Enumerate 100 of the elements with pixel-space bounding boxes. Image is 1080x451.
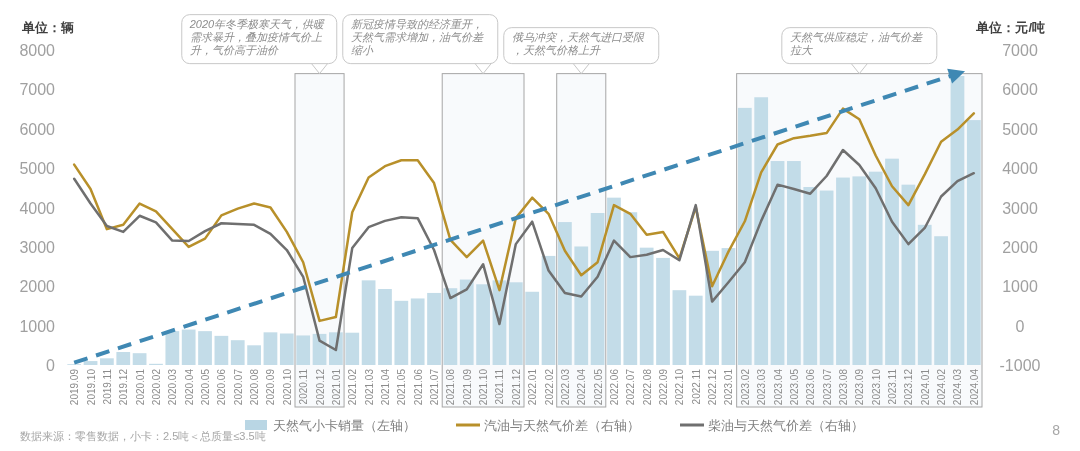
bar xyxy=(688,295,703,365)
y-tick-label: 4000 xyxy=(19,199,56,217)
x-tick-label: 2019.12 xyxy=(118,368,130,406)
x-tick-label: 2022.04 xyxy=(576,368,588,406)
x-tick-label: 2020.08 xyxy=(249,368,261,406)
x-tick-label: 2021.06 xyxy=(412,368,424,406)
bar xyxy=(803,187,818,365)
x-tick-label: 2022.08 xyxy=(641,368,653,406)
y2-tick-label: 1000 xyxy=(1002,278,1038,296)
text: 8 xyxy=(1052,422,1061,438)
x-tick-label: 2023.05 xyxy=(788,368,800,406)
bar xyxy=(83,361,98,365)
bar xyxy=(541,255,556,365)
bar xyxy=(885,158,899,365)
bar xyxy=(378,289,392,365)
x-tick-label: 2022.03 xyxy=(559,368,571,406)
x-tick-label: 2021.03 xyxy=(363,368,375,406)
bar xyxy=(279,333,294,365)
bar xyxy=(623,212,638,365)
x-tick-label: 2021.11 xyxy=(494,368,506,405)
bar xyxy=(787,161,801,365)
bar xyxy=(116,352,131,365)
band-label: 2020年冬季极寒天气，供暖需求暴升，叠加疫情气价上升，气价高于油价 xyxy=(188,17,326,56)
x-tick-label: 2022.12 xyxy=(707,368,719,406)
y2-tick-label: 3000 xyxy=(1002,199,1038,217)
bar xyxy=(607,197,621,365)
bar xyxy=(639,247,654,365)
x-tick-label: 2023.09 xyxy=(854,368,866,406)
x-tick-label: 2020.09 xyxy=(265,368,277,406)
x-tick-label: 2022.02 xyxy=(543,368,555,406)
y2-tick-label: -1000 xyxy=(999,357,1041,374)
x-tick-label: 2023.03 xyxy=(756,368,768,406)
x-tick-label: 2022.09 xyxy=(658,368,670,406)
bar xyxy=(443,288,458,365)
x-tick-label: 2023.06 xyxy=(805,368,817,406)
bar xyxy=(574,246,589,365)
bar xyxy=(737,107,752,365)
bar xyxy=(296,335,311,365)
bar xyxy=(754,97,769,365)
bar xyxy=(427,292,441,365)
bar xyxy=(198,331,212,365)
bar xyxy=(361,280,376,365)
x-tick-label: 2020.11 xyxy=(298,368,310,405)
y2-tick-label: 7000 xyxy=(1002,42,1038,59)
legend-label: 汽油与天然气价差（右轴） xyxy=(484,418,640,433)
x-tick-label: 2022.06 xyxy=(608,368,620,406)
x-tick-label: 2024.04 xyxy=(968,368,980,406)
bar xyxy=(247,345,261,365)
y-tick-label: 8000 xyxy=(19,42,56,59)
x-tick-label: 2022.07 xyxy=(625,368,637,406)
y2-axis-title: 单位：元/吨 xyxy=(975,20,1045,35)
band-label: 俄乌冲突，天然气进口受限，天然气价格上升 xyxy=(511,30,645,56)
legend-label: 天然气小卡销量（左轴） xyxy=(273,418,416,433)
bar xyxy=(165,331,180,365)
bar xyxy=(459,279,474,365)
bar xyxy=(819,190,834,365)
bar xyxy=(868,171,883,365)
y-tick-label: 6000 xyxy=(19,120,56,138)
x-tick-label: 2020.12 xyxy=(314,368,326,406)
y2-tick-label: 5000 xyxy=(1002,120,1038,138)
x-tick-label: 2020.01 xyxy=(134,368,146,406)
bar xyxy=(852,176,867,365)
bar xyxy=(950,75,965,365)
x-tick-label: 2021.05 xyxy=(396,368,408,406)
bar xyxy=(263,332,278,365)
x-tick-label: 2021.10 xyxy=(478,368,490,406)
bar xyxy=(966,120,981,365)
bar xyxy=(214,335,229,365)
bar xyxy=(934,236,948,365)
bar xyxy=(770,161,785,365)
x-tick-label: 2021.02 xyxy=(347,368,359,406)
y-tick-label: 0 xyxy=(46,357,56,374)
bar xyxy=(558,222,572,365)
bar xyxy=(525,291,540,365)
x-tick-label: 2022.11 xyxy=(690,368,702,405)
x-tick-label: 2023.01 xyxy=(723,368,735,406)
bar xyxy=(132,353,147,365)
y-axis-title: 单位：辆 xyxy=(21,20,74,35)
x-tick-label: 2023.08 xyxy=(837,368,849,406)
bar xyxy=(508,282,523,365)
x-tick-label: 2019.11 xyxy=(101,368,113,405)
bar xyxy=(901,184,916,365)
band-label: 天然气供应稳定，油气价差拉大 xyxy=(789,30,924,56)
x-tick-label: 2024.02 xyxy=(936,368,948,406)
x-tick-label: 2020.04 xyxy=(183,368,195,406)
x-tick-label: 2019.10 xyxy=(85,368,97,406)
band-label: 新冠疫情导致的经济重开，天然气需求增加，油气价差缩小 xyxy=(350,17,485,56)
y-tick-label: 3000 xyxy=(19,238,56,256)
x-tick-label: 2023.04 xyxy=(772,368,784,406)
x-tick-label: 2023.12 xyxy=(903,368,915,406)
x-tick-label: 2022.01 xyxy=(527,368,539,406)
x-tick-label: 2020.02 xyxy=(150,368,162,406)
x-tick-label: 2020.05 xyxy=(200,368,212,406)
bar xyxy=(394,300,409,365)
x-tick-label: 2023.11 xyxy=(887,368,899,405)
x-tick-label: 2020.03 xyxy=(167,368,179,406)
bar xyxy=(230,340,245,365)
line-series xyxy=(72,107,976,323)
y2-tick-label: 0 xyxy=(1015,317,1025,335)
x-tick-label: 2020.10 xyxy=(281,368,293,406)
